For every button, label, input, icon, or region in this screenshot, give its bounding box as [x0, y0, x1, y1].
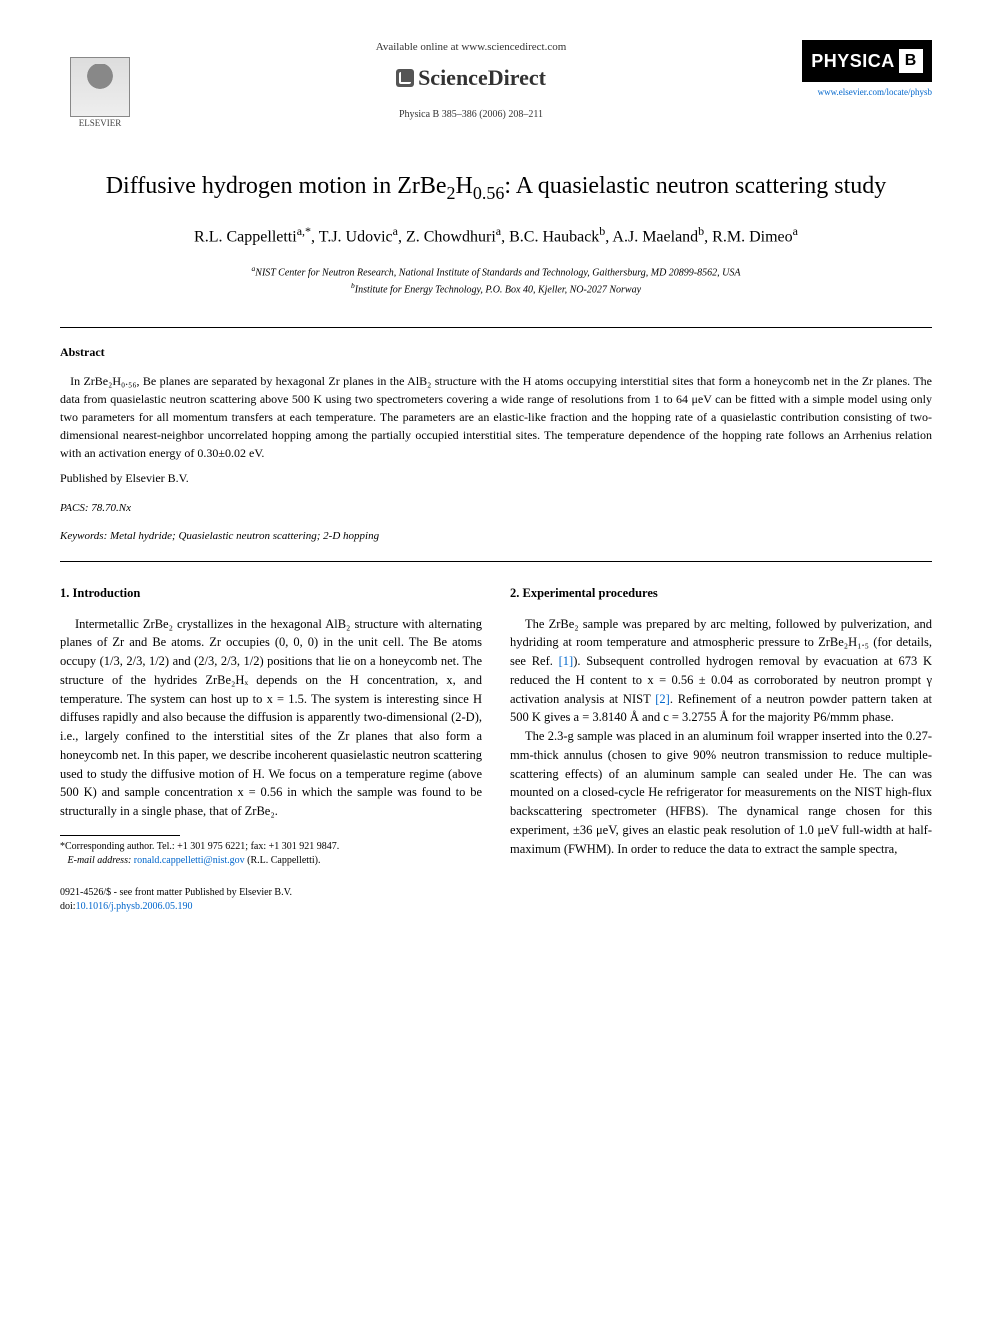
header-center: Available online at www.sciencedirect.co…: [140, 40, 802, 122]
journal-reference: Physica B 385–386 (2006) 208–211: [140, 108, 802, 123]
section2-heading: 2. Experimental procedures: [510, 584, 932, 603]
available-online-text: Available online at www.sciencedirect.co…: [140, 40, 802, 56]
affiliations: aNIST Center for Neutron Research, Natio…: [60, 263, 932, 298]
keywords-label: Keywords:: [60, 530, 107, 542]
physica-b-badge: B: [899, 49, 923, 73]
divider-top: [60, 327, 932, 328]
sciencedirect-icon: [396, 69, 414, 87]
section2-p2: The 2.3-g sample was placed in an alumin…: [510, 727, 932, 858]
header: ELSEVIER Available online at www.science…: [60, 40, 932, 130]
divider-bottom: [60, 561, 932, 562]
pacs-line: PACS: 78.70.Nx: [60, 501, 932, 517]
sciencedirect-logo: ScienceDirect: [396, 62, 546, 94]
doi-line: doi:10.1016/j.physb.2006.05.190: [60, 900, 932, 914]
footer: 0921-4526/$ - see front matter Published…: [60, 886, 932, 914]
affiliation-a: aNIST Center for Neutron Research, Natio…: [60, 263, 932, 280]
authors-list: R.L. Cappellettia,*, T.J. Udovica, Z. Ch…: [60, 223, 932, 249]
pacs-value: 78.70.Nx: [91, 502, 131, 514]
elsevier-label: ELSEVIER: [79, 117, 122, 130]
right-column: 2. Experimental procedures The ZrBe₂ sam…: [510, 584, 932, 868]
email-line: E-mail address: ronald.cappelletti@nist.…: [60, 854, 482, 868]
section1-p1: Intermetallic ZrBe₂ crystallizes in the …: [60, 615, 482, 821]
abstract-heading: Abstract: [60, 344, 932, 361]
corresponding-author: *Corresponding author. Tel.: +1 301 975 …: [60, 840, 482, 854]
physica-box: PHYSICA B: [802, 40, 932, 82]
section2-p1: The ZrBe₂ sample was prepared by arc mel…: [510, 615, 932, 728]
keywords-value: Metal hydride; Quasielastic neutron scat…: [110, 530, 379, 542]
affiliation-b: bInstitute for Energy Technology, P.O. B…: [60, 280, 932, 297]
section1-heading: 1. Introduction: [60, 584, 482, 603]
left-column: 1. Introduction Intermetallic ZrBe₂ crys…: [60, 584, 482, 868]
pacs-label: PACS:: [60, 502, 89, 514]
physica-logo-block: PHYSICA B www.elsevier.com/locate/physb: [802, 40, 932, 99]
article-title: Diffusive hydrogen motion in ZrBe2H0.56:…: [80, 170, 912, 205]
elsevier-tree-icon: [70, 57, 130, 117]
footnote-divider: [60, 835, 180, 836]
elsevier-logo: ELSEVIER: [60, 40, 140, 130]
locate-link[interactable]: www.elsevier.com/locate/physb: [802, 86, 932, 99]
body-columns: 1. Introduction Intermetallic ZrBe₂ crys…: [60, 584, 932, 868]
abstract-text: In ZrBe₂H₀.₅₆, Be planes are separated b…: [60, 372, 932, 462]
physica-text: PHYSICA: [811, 48, 895, 74]
published-by: Published by Elsevier B.V.: [60, 470, 932, 487]
doi-link[interactable]: 10.1016/j.physb.2006.05.190: [76, 901, 193, 912]
keywords-line: Keywords: Metal hydride; Quasielastic ne…: [60, 529, 932, 545]
copyright-line: 0921-4526/$ - see front matter Published…: [60, 886, 932, 900]
email-link[interactable]: ronald.cappelletti@nist.gov: [134, 855, 245, 866]
sciencedirect-text: ScienceDirect: [418, 62, 546, 94]
